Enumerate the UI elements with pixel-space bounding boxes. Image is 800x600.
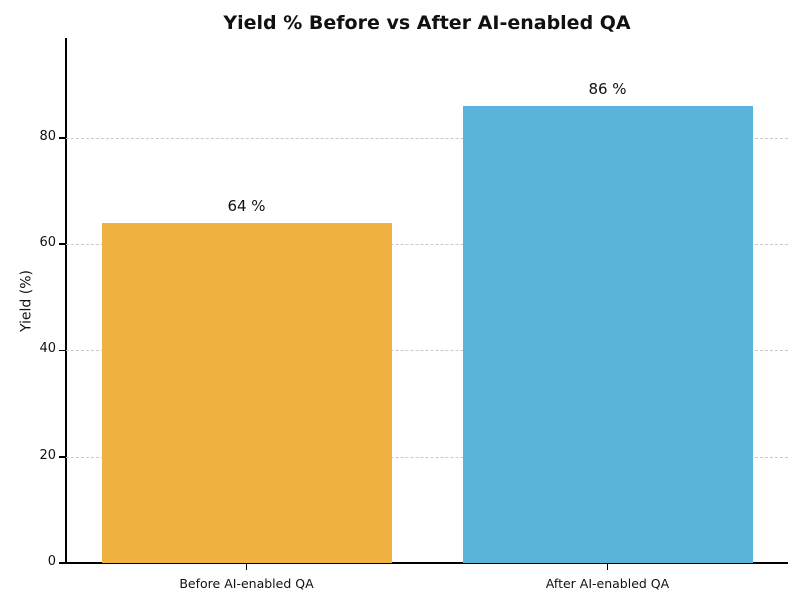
y-tick-mark-20 [59, 455, 66, 458]
plot-area: 0 20 40 60 80 64 % Before AI-enabled QA 86 % Aft… [39, 38, 788, 591]
bar-before-ai-enabled-qa [101, 222, 392, 563]
x-tick-mark [245, 563, 248, 570]
y-tick-mark-60 [59, 243, 66, 245]
gridline-y-60 [66, 244, 788, 246]
y-tick-label-40: 40 [39, 341, 56, 357]
x-axis-spine [65, 562, 788, 564]
y-tick-label-20: 20 [39, 447, 56, 463]
x-tick-label: After AI-enabled QA [545, 576, 670, 591]
y-tick-label-80: 80 [39, 128, 56, 144]
gridline-y-20 [66, 456, 788, 458]
y-tick-mark-40 [59, 349, 66, 352]
bar-value-label: 64 % [227, 196, 266, 215]
y-tick-mark-0 [59, 562, 66, 564]
chart-title: Yield % Before vs After AI-enabled QA [223, 12, 631, 34]
y-tick-mark-80 [59, 137, 66, 139]
x-tick-label: Before AI-enabled QA [179, 576, 314, 591]
y-tick-label-60: 60 [39, 235, 56, 251]
x-tick-mark [606, 563, 609, 570]
y-tick-label-0: 0 [47, 554, 56, 569]
bar-after-ai-enabled-qa [462, 106, 753, 563]
gridline-y-40 [66, 350, 788, 352]
y-axis-spine [65, 38, 67, 564]
gridline-y-80 [66, 137, 788, 139]
y-axis-label: Yield (%) [18, 270, 35, 333]
bar-value-label: 86 % [588, 80, 627, 99]
